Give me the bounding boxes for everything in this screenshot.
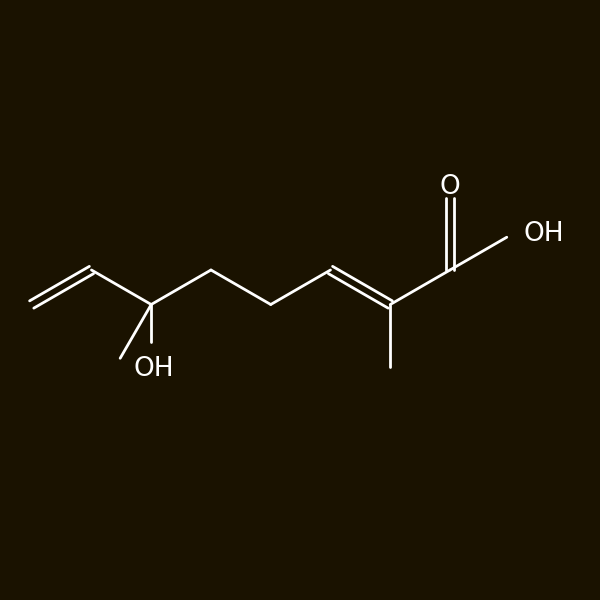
Text: OH: OH bbox=[134, 356, 175, 382]
Text: OH: OH bbox=[524, 221, 564, 247]
Text: O: O bbox=[440, 174, 460, 200]
